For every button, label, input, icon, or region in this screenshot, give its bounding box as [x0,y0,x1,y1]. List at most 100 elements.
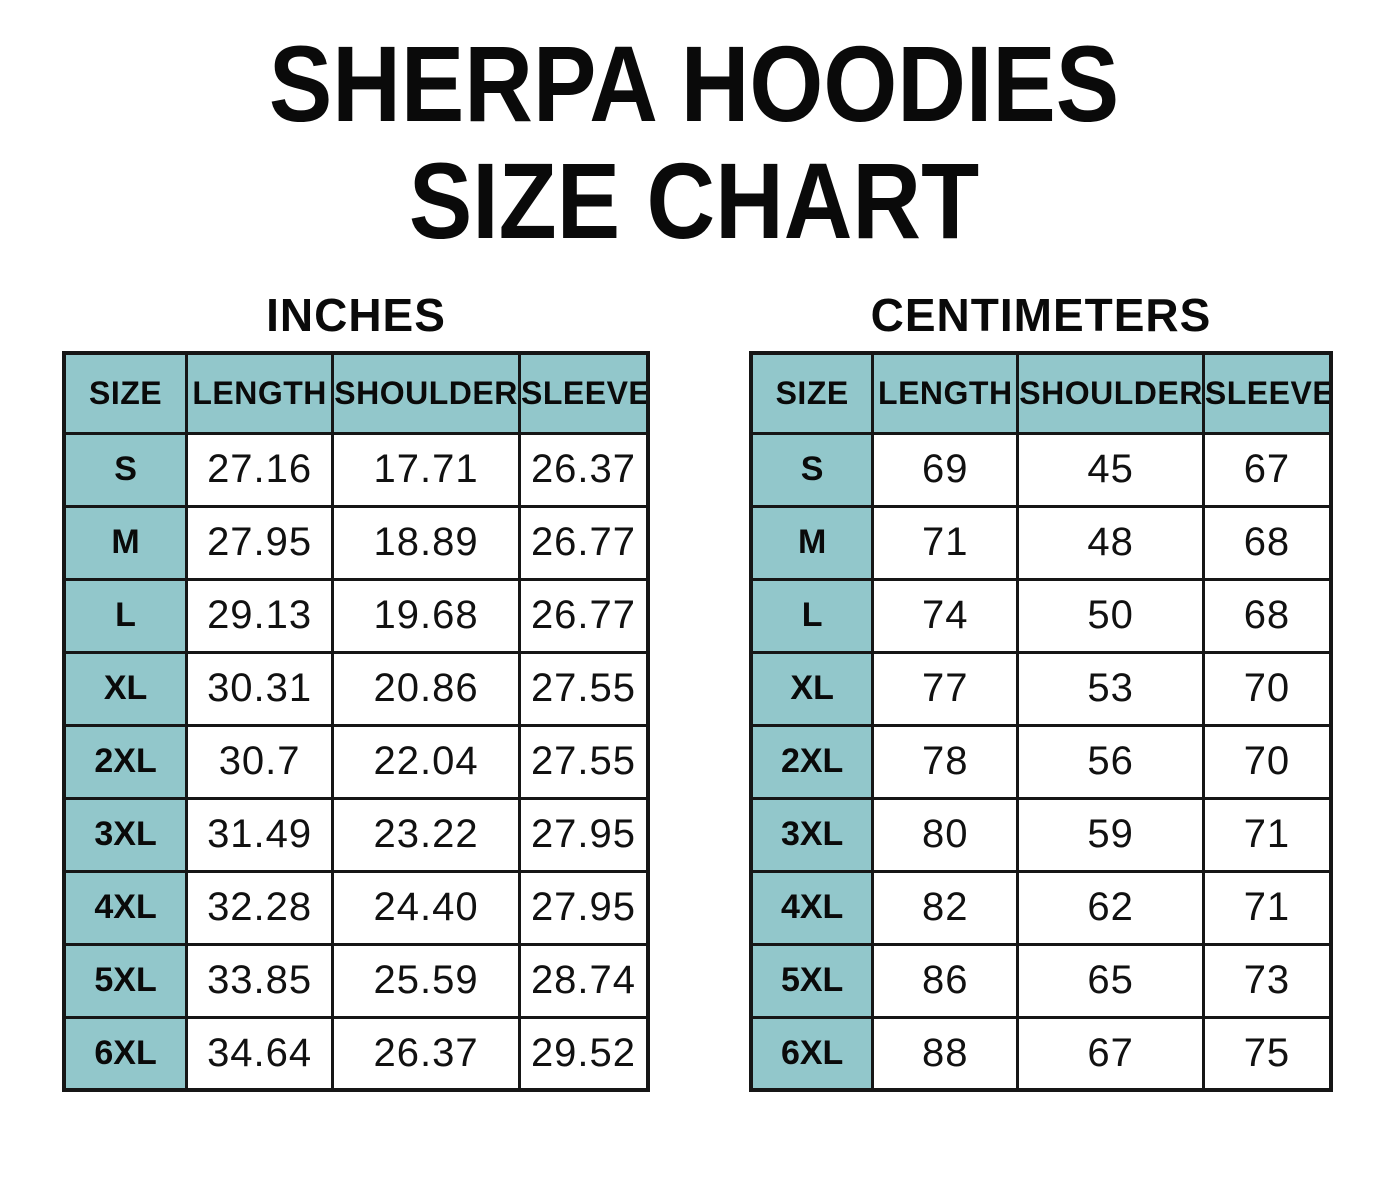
size-cell: L [749,577,875,654]
value-cell: 30.31 [185,650,335,727]
value-cell: 26.77 [518,577,650,654]
table-row: M 71 48 68 [749,504,1333,581]
value-cell: 71 [1201,869,1333,946]
page-title-line-2: SIZE CHART [408,139,980,261]
value-cell: 70 [1201,723,1333,800]
size-cell: 5XL [62,942,189,1019]
header-row: SIZE LENGTH SHOULDER SLEEVE [62,351,650,435]
value-cell: 71 [1201,796,1333,873]
value-cell: 59 [1016,796,1205,873]
page-title-line-1: SHERPA HOODIES [268,23,1120,144]
table-row: 3XL 31.49 23.22 27.95 [62,796,650,873]
size-cell: M [749,504,875,581]
column-header-length: LENGTH [871,351,1020,435]
value-cell: 17.71 [331,431,521,508]
size-cell: M [62,504,189,581]
value-cell: 20.86 [331,650,521,727]
size-cell: XL [749,650,875,727]
size-cell: 3XL [749,796,875,873]
column-header-sleeve: SLEEVE [518,351,650,435]
size-cell: 6XL [62,1015,189,1092]
table-row: 5XL 33.85 25.59 28.74 [62,942,650,1019]
value-cell: 22.04 [331,723,521,800]
centimeters-heading: CENTIMETERS [870,289,1212,341]
value-cell: 68 [1201,504,1333,581]
size-cell: S [749,431,875,508]
header-row: SIZE LENGTH SHOULDER SLEEVE [749,351,1333,435]
page-title: SHERPA HOODIES SIZE CHART [0,23,1388,261]
value-cell: 25.59 [331,942,521,1019]
size-cell: 2XL [62,723,189,800]
value-cell: 18.89 [331,504,521,581]
value-cell: 82 [871,869,1020,946]
column-header-shoulder: SHOULDER [1016,351,1205,435]
value-cell: 27.55 [518,723,650,800]
value-cell: 48 [1016,504,1205,581]
value-cell: 70 [1201,650,1333,727]
table-row: L 29.13 19.68 26.77 [62,577,650,654]
value-cell: 29.13 [185,577,335,654]
table-row: 2XL 30.7 22.04 27.55 [62,723,650,800]
table-row: M 27.95 18.89 26.77 [62,504,650,581]
size-cell: 6XL [749,1015,875,1092]
value-cell: 33.85 [185,942,335,1019]
size-cell: 5XL [749,942,875,1019]
inches-size-table: SIZE LENGTH SHOULDER SLEEVE S 27.16 17.71 26.37… [62,351,650,1092]
value-cell: 29.52 [518,1015,650,1092]
value-cell: 77 [871,650,1020,727]
table-row: L 74 50 68 [749,577,1333,654]
value-cell: 27.55 [518,650,650,727]
value-cell: 50 [1016,577,1205,654]
value-cell: 78 [871,723,1020,800]
centimeters-size-table: SIZE LENGTH SHOULDER SLEEVE S 69 45 67 M 71 48 68 L 7… [749,351,1333,1092]
value-cell: 67 [1016,1015,1205,1092]
value-cell: 88 [871,1015,1020,1092]
value-cell: 26.37 [518,431,650,508]
size-cell: 4XL [749,869,875,946]
value-cell: 27.95 [185,504,335,581]
column-header-sleeve: SLEEVE [1201,351,1333,435]
table-row: 6XL 34.64 26.37 29.52 [62,1015,650,1092]
value-cell: 30.7 [185,723,335,800]
inches-heading: INCHES [266,289,446,341]
table-row: S 27.16 17.71 26.37 [62,431,650,508]
value-cell: 28.74 [518,942,650,1019]
value-cell: 69 [871,431,1020,508]
value-cell: 26.37 [331,1015,521,1092]
value-cell: 67 [1201,431,1333,508]
table-row: XL 30.31 20.86 27.55 [62,650,650,727]
value-cell: 74 [871,577,1020,654]
table-row: 2XL 78 56 70 [749,723,1333,800]
value-cell: 32.28 [185,869,335,946]
column-header-size: SIZE [749,351,875,435]
value-cell: 19.68 [331,577,521,654]
inches-table-section: INCHES SIZE LENGTH SHOULDER SLEEVE S 27.16 17.… [62,288,650,1092]
value-cell: 71 [871,504,1020,581]
table-row: 5XL 86 65 73 [749,942,1333,1019]
value-cell: 62 [1016,869,1205,946]
column-header-size: SIZE [62,351,189,435]
size-cell: 3XL [62,796,189,873]
value-cell: 86 [871,942,1020,1019]
value-cell: 65 [1016,942,1205,1019]
table-row: XL 77 53 70 [749,650,1333,727]
table-row: 4XL 82 62 71 [749,869,1333,946]
size-cell: S [62,431,189,508]
column-header-length: LENGTH [185,351,335,435]
table-row: 3XL 80 59 71 [749,796,1333,873]
value-cell: 26.77 [518,504,650,581]
value-cell: 23.22 [331,796,521,873]
size-cell: L [62,577,189,654]
value-cell: 27.95 [518,869,650,946]
value-cell: 27.16 [185,431,335,508]
value-cell: 73 [1201,942,1333,1019]
size-cell: XL [62,650,189,727]
value-cell: 75 [1201,1015,1333,1092]
size-cell: 4XL [62,869,189,946]
size-cell: 2XL [749,723,875,800]
value-cell: 80 [871,796,1020,873]
value-cell: 53 [1016,650,1205,727]
value-cell: 24.40 [331,869,521,946]
value-cell: 34.64 [185,1015,335,1092]
